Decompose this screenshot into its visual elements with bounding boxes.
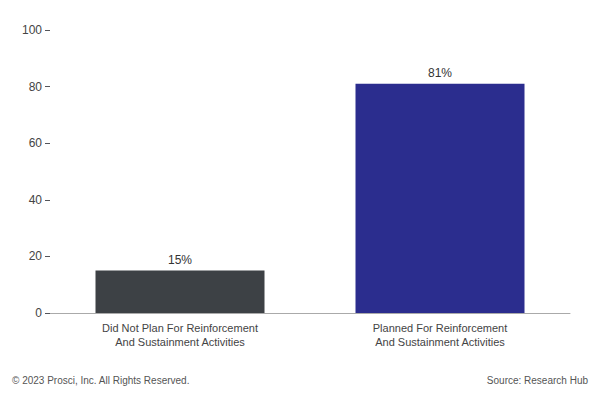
svg-text:0: 0	[35, 306, 42, 320]
svg-text:60: 60	[29, 136, 43, 150]
svg-text:40: 40	[29, 193, 43, 207]
svg-text:80: 80	[29, 80, 43, 94]
svg-text:Did Not Plan For Reinforcement: Did Not Plan For Reinforcement	[102, 322, 258, 334]
svg-text:15%: 15%	[168, 253, 192, 267]
svg-text:100: 100	[22, 23, 42, 37]
svg-text:And Sustainment Activities: And Sustainment Activities	[375, 336, 505, 348]
svg-text:81%: 81%	[428, 66, 452, 80]
svg-text:20: 20	[29, 249, 43, 263]
svg-text:© 2023 Prosci, Inc. All Rights: © 2023 Prosci, Inc. All Rights Reserved.	[12, 375, 189, 386]
svg-text:And Sustainment Activities: And Sustainment Activities	[115, 336, 245, 348]
svg-text:Source: Research Hub: Source: Research Hub	[487, 375, 589, 386]
svg-text:Planned For Reinforcement: Planned For Reinforcement	[373, 322, 508, 334]
